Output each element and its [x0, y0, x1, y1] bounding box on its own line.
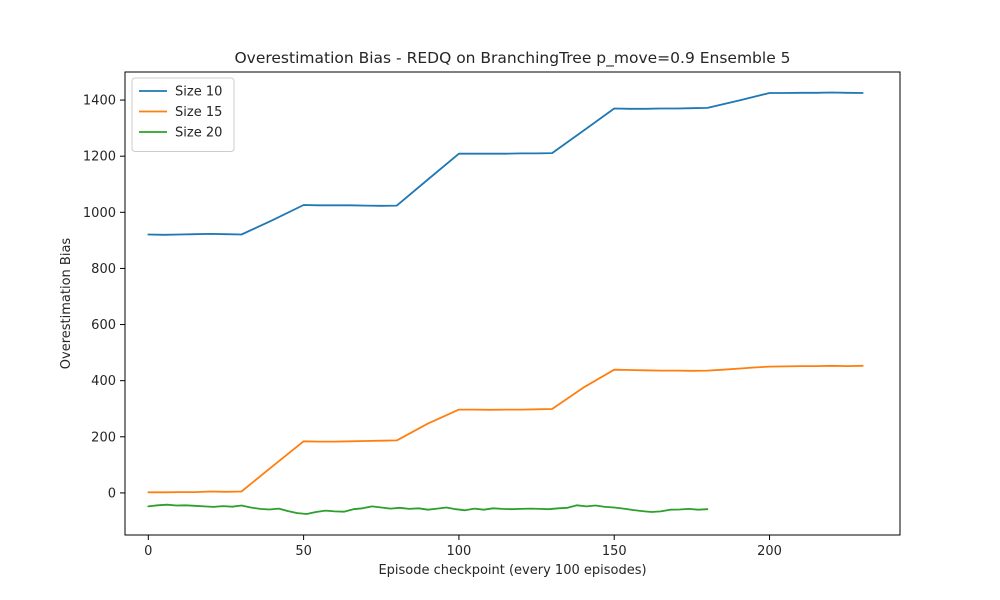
legend-label: Size 15 — [175, 105, 222, 120]
y-axis: 0 200 400 600 800 1000 1200 1400 — [83, 94, 125, 501]
y-tick-label: 800 — [91, 262, 116, 277]
series-line-1 — [147, 91, 864, 236]
y-tick-label: 1000 — [83, 206, 116, 221]
legend-label: Size 10 — [175, 85, 222, 100]
x-axis-label: Episode checkpoint (every 100 episodes) — [378, 563, 646, 578]
y-tick-label: 1200 — [83, 150, 116, 165]
y-tick-label: 200 — [91, 430, 116, 445]
chart-title: Overestimation Bias - REDQ on BranchingT… — [234, 49, 790, 68]
series-line-2 — [147, 364, 864, 494]
y-axis-label: Overestimation Bias — [59, 238, 74, 370]
x-tick-label: 200 — [757, 544, 782, 559]
legend-box — [131, 77, 235, 152]
legend: Size 10 Size 15 Size 20 — [131, 77, 235, 152]
legend-label: Size 20 — [175, 126, 222, 141]
series-line-3 — [147, 503, 709, 515]
plot-area-frame — [124, 71, 901, 536]
y-tick-label: 600 — [91, 318, 116, 333]
x-tick-label: 100 — [447, 544, 472, 559]
series-layer — [147, 91, 864, 515]
x-axis: 0 50 100 150 200 — [144, 535, 782, 559]
x-tick-label: 0 — [144, 544, 152, 559]
y-tick-label: 1400 — [83, 94, 116, 109]
x-tick-label: 50 — [295, 544, 312, 559]
y-tick-label: 400 — [91, 374, 116, 389]
y-tick-label: 0 — [108, 486, 116, 501]
x-tick-label: 150 — [602, 544, 627, 559]
